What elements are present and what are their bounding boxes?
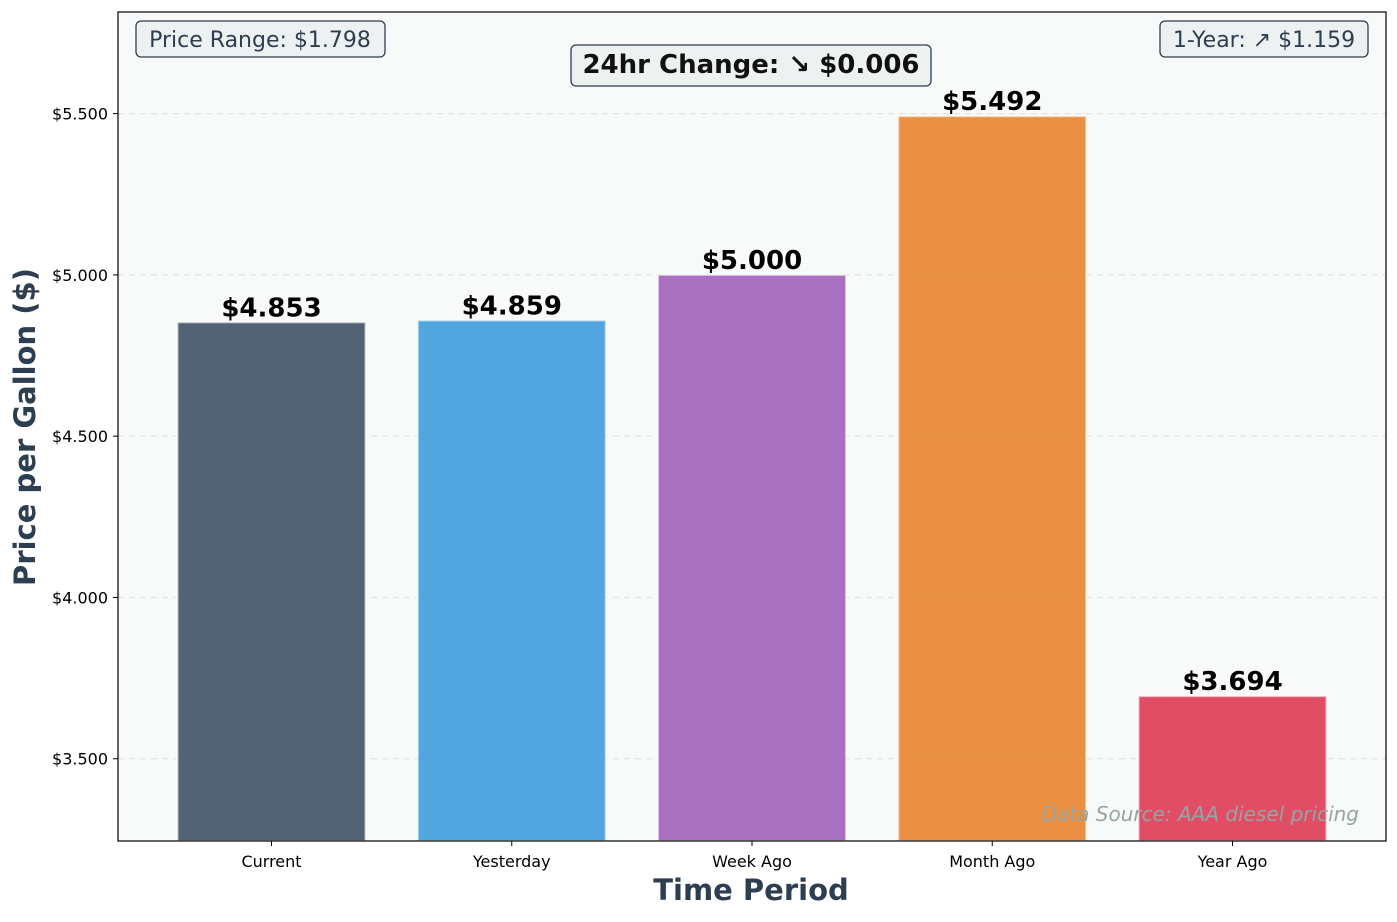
- x-tick-label: Month Ago: [949, 852, 1035, 871]
- x-tick-label: Yesterday: [472, 852, 551, 871]
- y-axis-label: Price per Gallon ($): [8, 268, 42, 586]
- bar-month-ago: [897, 115, 1088, 842]
- change-24hr-box: 24hr Change: ↘ $0.006: [570, 44, 932, 87]
- one-year-text: 1-Year: ↗ $1.159: [1173, 28, 1355, 53]
- bar-current: [176, 321, 367, 843]
- bar-year-ago: [1137, 695, 1328, 842]
- y-tick-label: $5.500: [52, 105, 108, 124]
- x-axis-label: Time Period: [653, 873, 849, 907]
- bar-value-label: $5.000: [702, 246, 802, 276]
- x-tick-label: Year Ago: [1197, 852, 1268, 871]
- y-tick-label: $4.000: [52, 588, 108, 607]
- bar-value-label: $3.694: [1182, 667, 1282, 697]
- y-tick-label: $4.500: [52, 427, 108, 446]
- y-tick-label: $5.000: [52, 266, 108, 285]
- price-range-text: Price Range: $1.798: [149, 28, 371, 53]
- bar-yesterday: [416, 319, 607, 842]
- x-tick-label: Current: [241, 852, 301, 871]
- x-axis-ticks: Current Yesterday Week Ago Month Ago Year Ag…: [241, 841, 1267, 871]
- bar-week-ago: [657, 273, 847, 842]
- y-tick-label: $3.500: [52, 750, 108, 769]
- price-range-box: Price Range: $1.798: [135, 20, 386, 58]
- x-tick-label: Week Ago: [712, 852, 792, 871]
- bar-value-label: $5.492: [942, 87, 1042, 117]
- one-year-box: 1-Year: ↗ $1.159: [1159, 20, 1369, 58]
- bar-value-label: $4.859: [462, 291, 562, 321]
- bars: [176, 115, 1328, 843]
- bar-value-label: $4.853: [221, 293, 321, 323]
- change-24hr-text: 24hr Change: ↘ $0.006: [582, 50, 919, 80]
- value-labels: $4.853 $4.859 $5.000 $5.492 $3.694: [221, 87, 1282, 697]
- data-source-note: Data Source: AAA diesel pricing: [1042, 802, 1359, 826]
- y-axis-ticks: $3.500 $4.000 $4.500 $5.000 $5.500: [52, 105, 118, 769]
